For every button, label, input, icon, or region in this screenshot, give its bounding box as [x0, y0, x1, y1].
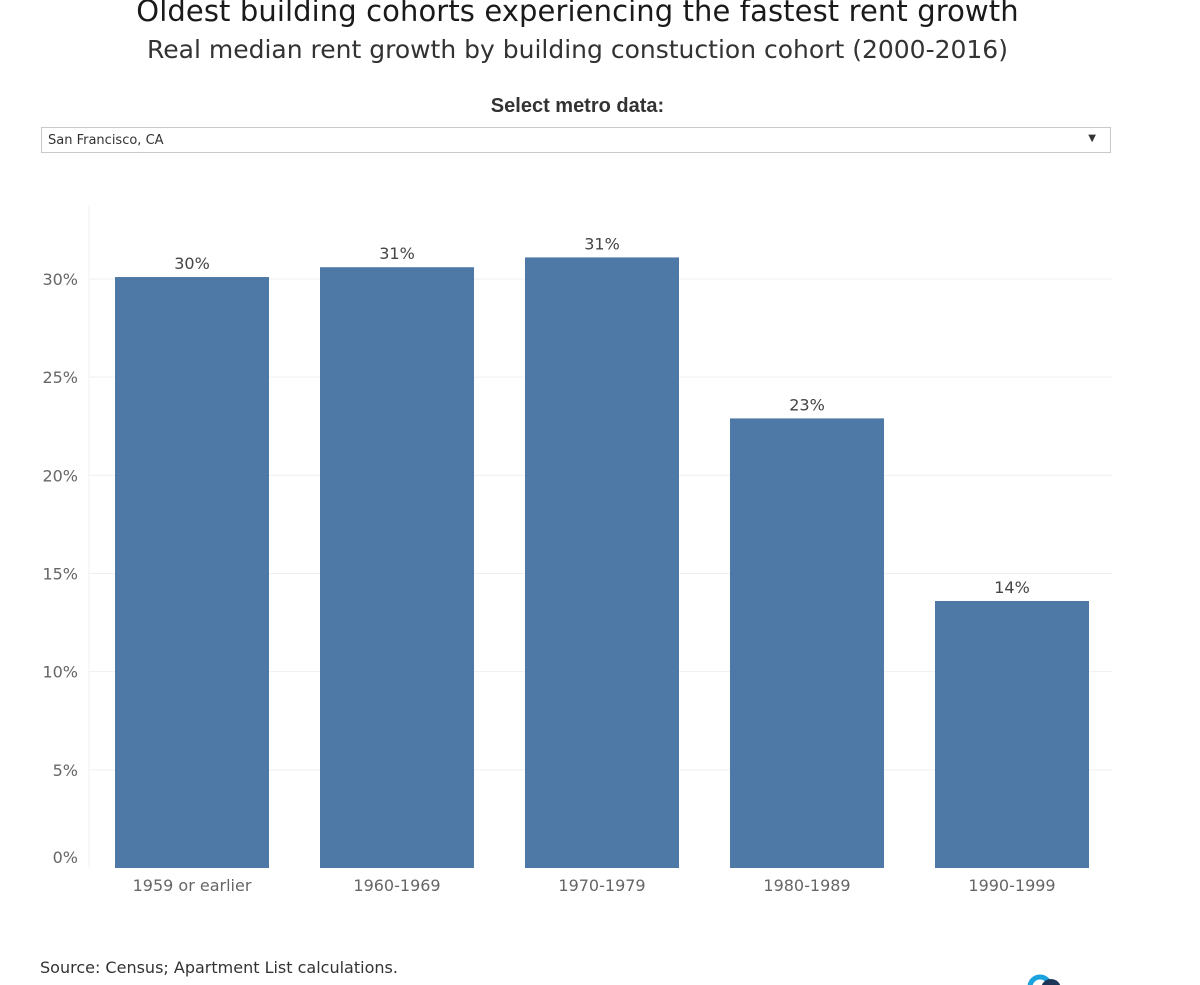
x-category-label: 1990-1999: [968, 876, 1055, 895]
bar[interactable]: [525, 257, 679, 868]
bar-data-label: 31%: [584, 234, 620, 253]
x-category-label: 1980-1989: [763, 876, 850, 895]
bar-data-label: 14%: [994, 578, 1030, 597]
y-tick-label: 25%: [42, 368, 78, 387]
bar[interactable]: [935, 600, 1089, 868]
x-category-label: 1970-1979: [558, 876, 645, 895]
bar[interactable]: [115, 277, 269, 869]
bar-data-label: 23%: [789, 395, 825, 414]
caret-down-icon[interactable]: ▼: [1088, 133, 1096, 144]
y-tick-label: 0%: [53, 848, 78, 867]
apartment-list-logo-icon: [1026, 972, 1066, 985]
source-note: Source: Census; Apartment List calculati…: [40, 958, 398, 977]
metro-dropdown[interactable]: San Francisco, CA ▼: [41, 127, 1111, 153]
x-category-label: 1959 or earlier: [133, 876, 252, 895]
y-tick-label: 30%: [42, 270, 78, 289]
chart-title: Oldest building cohorts experiencing the…: [136, 0, 1019, 28]
chart-subtitle: Real median rent growth by building cons…: [147, 35, 1008, 64]
y-tick-label: 10%: [42, 663, 78, 682]
bar[interactable]: [730, 418, 884, 868]
x-category-label: 1960-1969: [353, 876, 440, 895]
bar-data-label: 30%: [174, 254, 210, 273]
metro-select-label: Select metro data:: [490, 95, 665, 117]
metro-dropdown-value: San Francisco, CA: [48, 133, 164, 148]
y-tick-label: 20%: [42, 466, 78, 485]
bar-data-label: 31%: [379, 244, 415, 263]
y-tick-label: 5%: [53, 761, 78, 780]
bar[interactable]: [320, 267, 474, 869]
y-tick-label: 15%: [42, 565, 78, 584]
